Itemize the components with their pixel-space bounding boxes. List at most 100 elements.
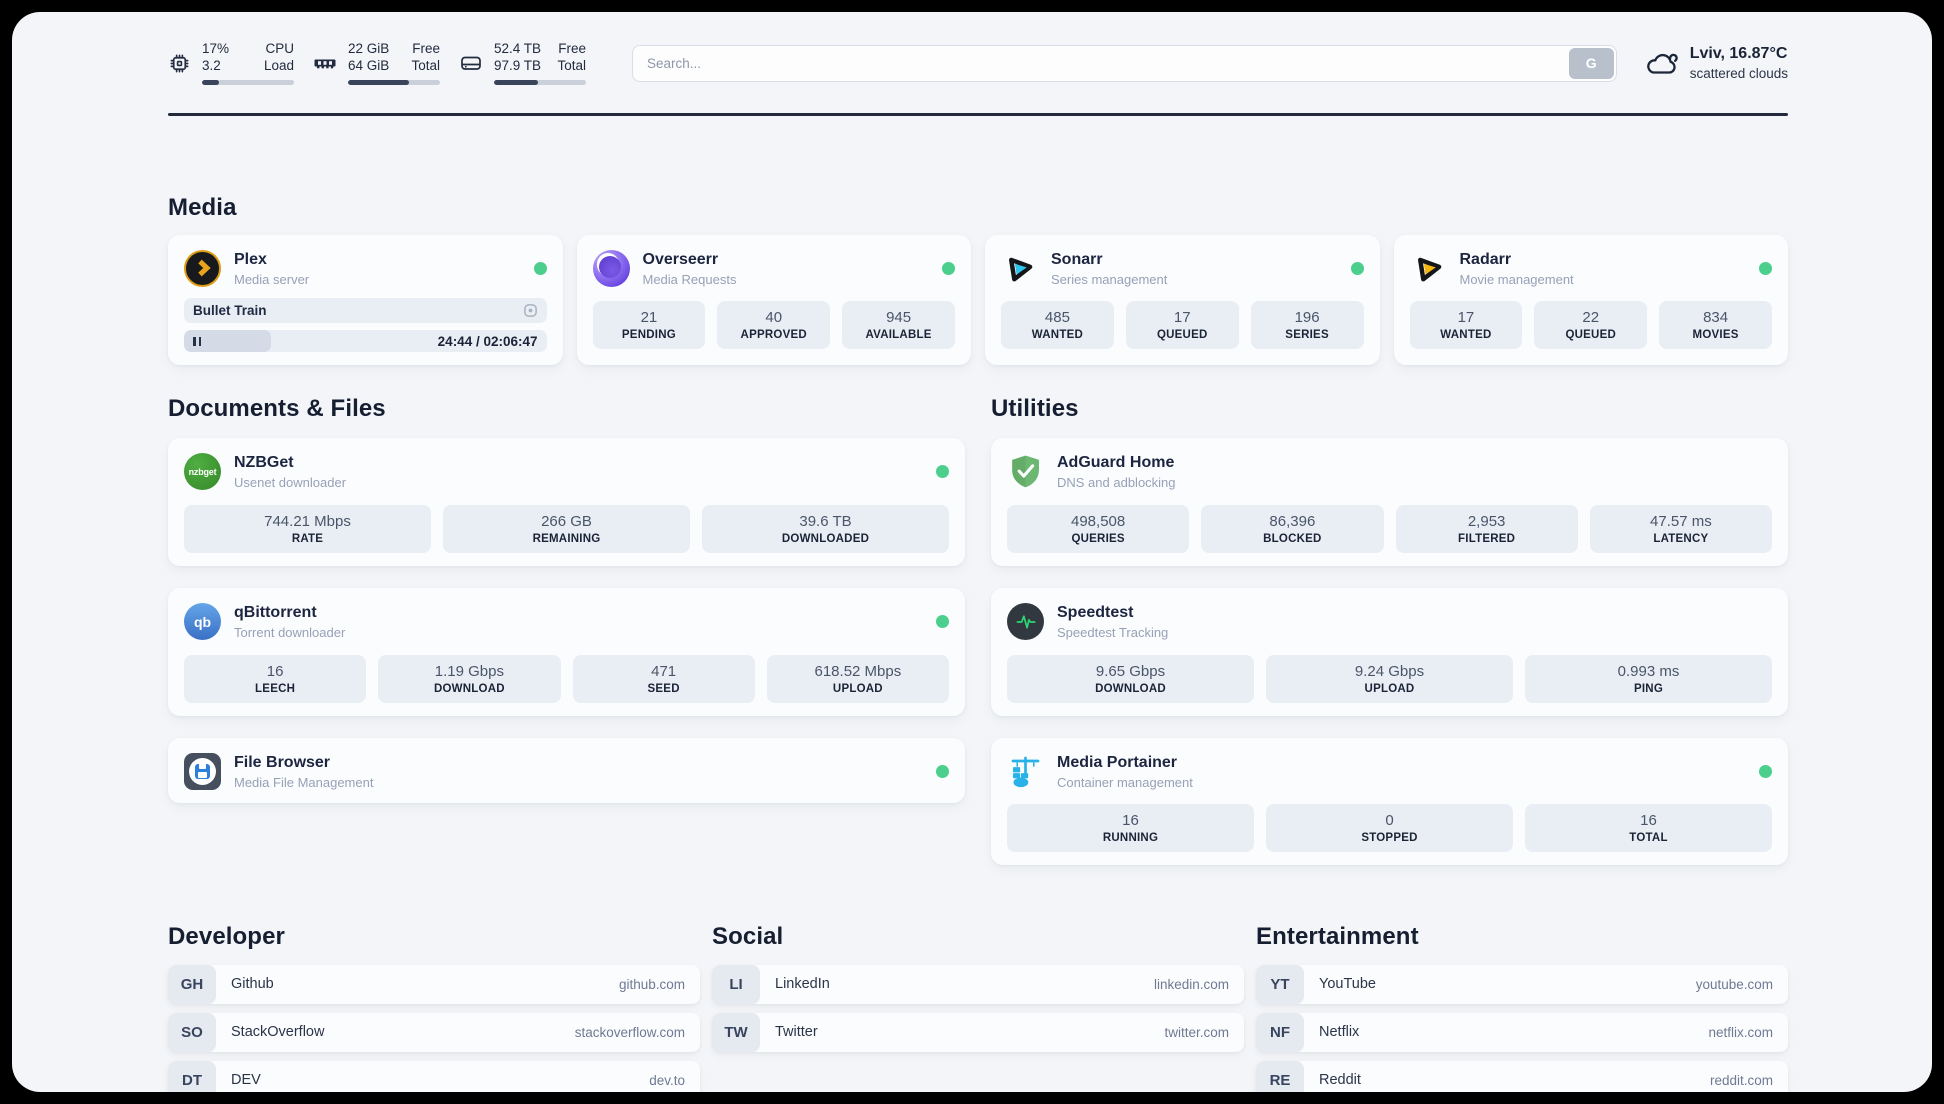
overseerr-icon <box>592 249 630 287</box>
radarr-card[interactable]: Radarr Movie management 17 WANTED 2 <box>1393 234 1788 366</box>
target-icon[interactable] <box>523 303 538 318</box>
sonarr-icon <box>1001 250 1038 287</box>
app-title: Radarr <box>1459 250 1512 268</box>
status-dot <box>1759 261 1772 275</box>
status-dot <box>936 615 949 629</box>
section-title-media: Media <box>168 194 237 221</box>
stat-box: 47.57 ms LATENCY <box>1589 504 1772 553</box>
speedtest-card[interactable]: Speedtest Speedtest Tracking 9.65 Gbps D… <box>991 587 1788 716</box>
section-entertainment: Entertainment YT YouTube youtube.com NF … <box>1256 923 1788 1092</box>
status-dot <box>1759 764 1772 778</box>
stat-box: 498,508 QUERIES <box>1007 504 1190 553</box>
playback-progress-fill <box>184 330 271 353</box>
stat-value: 945 <box>886 309 912 327</box>
stat-value: 16 <box>1122 812 1139 830</box>
section-social: Social LI LinkedIn linkedin.com TW Twitt… <box>712 923 1244 1092</box>
stat-label: WANTED <box>1440 329 1492 342</box>
nzbget-icon: nzbget <box>184 453 221 491</box>
stat-box: 266 GB REMAINING <box>443 504 690 553</box>
cloud-icon <box>1644 48 1680 78</box>
section-utilities: Utilities <box>991 395 1788 866</box>
weather-location-temp: Lviv, 16.87°C <box>1689 44 1788 62</box>
pause-icon[interactable] <box>193 336 201 346</box>
media-grid: Plex Media server Bullet Train <box>168 234 1788 366</box>
filebrowser-titles: File Browser Media File Management <box>234 753 373 791</box>
floppy-icon <box>195 763 210 779</box>
stat-label: DOWNLOAD <box>1095 682 1166 695</box>
portainer-header: Media Portainer Container management <box>1007 753 1772 791</box>
stat-box: 39.6 TB DOWNLOADED <box>702 504 949 553</box>
ram-free: 22 GiB <box>348 40 390 56</box>
bookmark-twitter[interactable]: TW Twitter twitter.com <box>712 1012 1244 1052</box>
stat-value: 9.65 Gbps <box>1095 662 1166 680</box>
app-title: qBittorrent <box>234 603 317 621</box>
disk-total: 97.9 TB <box>494 57 542 73</box>
stat-value: 196 <box>1294 309 1320 327</box>
stat-value: 266 GB <box>541 512 592 530</box>
bookmark-url: dev.to <box>649 1072 685 1088</box>
stat-box: 40 APPROVED <box>717 301 831 350</box>
qbittorrent-titles: qBittorrent Torrent downloader <box>234 603 345 641</box>
bookmark-netflix[interactable]: NF Netflix netflix.com <box>1256 1012 1788 1052</box>
bookmark-name: StackOverflow <box>231 1024 325 1041</box>
portainer-card[interactable]: Media Portainer Container management 16 … <box>991 737 1788 866</box>
section-documents: Documents & Files nzbget NZBGet Usenet d… <box>168 395 965 865</box>
adguard-icon <box>1007 453 1044 490</box>
bookmark-dev[interactable]: DT DEV dev.to <box>168 1060 700 1092</box>
ram-icon <box>313 51 337 75</box>
bookmark-name: DEV <box>231 1072 261 1089</box>
app-subtitle: Series management <box>1051 271 1168 287</box>
app-title: AdGuard Home <box>1057 453 1175 471</box>
app-title: Plex <box>234 250 267 268</box>
adguard-titles: AdGuard Home DNS and adblocking <box>1057 453 1176 491</box>
sonarr-header: Sonarr Series management <box>1001 250 1364 288</box>
cpu-widget: 17% 3.2 CPU Load <box>168 41 294 86</box>
bookmark-stackoverflow[interactable]: SO StackOverflow stackoverflow.com <box>168 1012 700 1052</box>
stat-box: 1.19 Gbps DOWNLOAD <box>378 654 561 703</box>
stat-label: UPLOAD <box>832 682 883 695</box>
sonarr-titles: Sonarr Series management <box>1051 250 1167 288</box>
bookmark-url: stackoverflow.com <box>574 1024 685 1040</box>
bookmark-url: github.com <box>618 976 685 992</box>
qbittorrent-header: qb qBittorrent Torrent downloader <box>184 603 949 641</box>
bookmark-github[interactable]: GH Github github.com <box>168 964 700 1004</box>
app-subtitle: Torrent downloader <box>234 624 346 640</box>
app-subtitle: Speedtest Tracking <box>1057 624 1169 640</box>
search-input[interactable] <box>632 44 1617 82</box>
search-go-button[interactable]: G <box>1568 47 1614 79</box>
overseerr-header: Overseerr Media Requests <box>592 249 955 288</box>
bookmark-url: youtube.com <box>1695 976 1773 992</box>
adguard-stats: 498,508 QUERIES 86,396 BLOCKED 2,953 FIL… <box>1007 504 1772 553</box>
filebrowser-header: File Browser Media File Management <box>184 752 949 791</box>
stat-value: 40 <box>765 309 783 327</box>
stat-box: 618.52 Mbps UPLOAD <box>766 654 949 703</box>
ram-progress-track <box>348 80 440 86</box>
bookmark-url: reddit.com <box>1709 1072 1773 1088</box>
disk-free: 52.4 TB <box>494 40 542 56</box>
bookmark-name: Twitter <box>775 1024 818 1041</box>
stat-box: 945 AVAILABLE <box>842 301 955 350</box>
bookmark-linkedin[interactable]: LI LinkedIn linkedin.com <box>712 964 1244 1004</box>
filebrowser-card[interactable]: File Browser Media File Management <box>168 737 965 804</box>
ram-total: 64 GiB <box>348 57 390 73</box>
disk-progress-fill <box>494 80 539 86</box>
stat-label: LEECH <box>255 682 296 695</box>
bookmark-reddit[interactable]: RE Reddit reddit.com <box>1256 1060 1788 1092</box>
weather-condition: scattered clouds <box>1689 65 1788 81</box>
stat-value: 485 <box>1044 309 1070 327</box>
bookmark-youtube[interactable]: YT YouTube youtube.com <box>1256 964 1788 1004</box>
qbittorrent-card[interactable]: qb qBittorrent Torrent downloader <box>168 587 965 716</box>
app-title: Media Portainer <box>1057 753 1178 771</box>
stat-value: 9.24 Gbps <box>1354 662 1425 680</box>
nzbget-header: nzbget NZBGet Usenet downloader <box>184 453 949 491</box>
qbittorrent-icon: qb <box>184 603 221 641</box>
plex-card[interactable]: Plex Media server Bullet Train <box>168 234 563 366</box>
nzbget-card[interactable]: nzbget NZBGet Usenet downloader <box>168 437 965 566</box>
stat-label: PING <box>1633 682 1664 695</box>
stat-label: MOVIES <box>1692 329 1739 342</box>
speedtest-stats: 9.65 Gbps DOWNLOAD 9.24 Gbps UPLOAD 0.99… <box>1007 654 1772 703</box>
overseerr-card[interactable]: Overseerr Media Requests 21 PENDING <box>576 234 971 366</box>
qbittorrent-icon-text: qb <box>193 613 212 630</box>
sonarr-card[interactable]: Sonarr Series management 485 WANTED <box>985 234 1380 366</box>
adguard-card[interactable]: AdGuard Home DNS and adblocking 498,508 … <box>991 437 1788 566</box>
